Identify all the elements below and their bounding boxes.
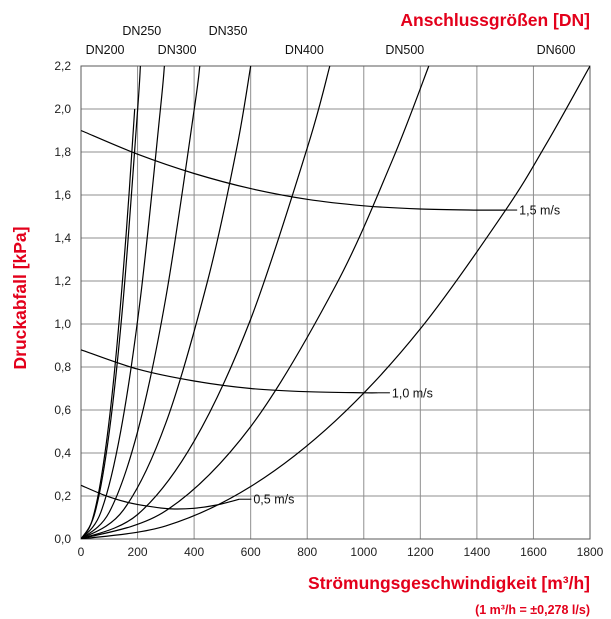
x-tick-label: 200: [128, 545, 148, 559]
x-tick-label: 0: [78, 545, 85, 559]
plot-frame: [80, 65, 591, 540]
x-tick-label: 1600: [520, 545, 547, 559]
grid: [80, 65, 591, 540]
series-line-dn-outer: [81, 65, 590, 539]
series-line-dn600: [81, 65, 430, 539]
x-axis-note: (1 m³/h = ±0,278 l/s): [475, 603, 590, 617]
y-axis-label: Druckabfall [kPa]: [10, 227, 30, 370]
series-line-dn350: [81, 65, 201, 539]
y-tick-label: 1,4: [54, 231, 71, 245]
y-tick-label: 1,2: [54, 274, 71, 288]
y-tick-label: 1,8: [54, 145, 71, 159]
series-line-dn250: [81, 65, 141, 539]
x-tick-label: 400: [184, 545, 204, 559]
velocity-line-1: [80, 349, 378, 394]
dn-label-dn400: DN400: [285, 43, 324, 57]
x-tick-label: 1800: [577, 545, 604, 559]
dn-label-dn350: DN350: [209, 24, 248, 38]
dn-curves: [81, 65, 590, 539]
x-tick-label: 1400: [464, 545, 491, 559]
dn-labels: DN200 DN250 DN300 DN350 DN400 DN500 DN600: [86, 24, 576, 57]
y-tick-labels: 0,0 0,2 0,4 0,6 0,8 1,0 1,2 1,4 1,6 1,8 2,0 2,2: [54, 59, 71, 546]
velocity-line-2: [80, 129, 506, 211]
series-line-dn500: [81, 65, 331, 539]
x-tick-label: 1200: [407, 545, 434, 559]
chart-title: Anschlussgrößen [DN]: [400, 10, 590, 30]
dn-label-dn200: DN200: [86, 43, 125, 57]
x-tick-label: 1000: [350, 545, 377, 559]
y-tick-label: 0,2: [54, 489, 71, 503]
dn-label-dn250: DN250: [122, 24, 161, 38]
y-tick-label: 1,0: [54, 317, 71, 331]
dn-label-dn600: DN600: [537, 43, 576, 57]
y-tick-label: 0,6: [54, 403, 71, 417]
series-line-dn300: [81, 65, 165, 539]
y-tick-label: 1,6: [54, 188, 71, 202]
velocity-label: 1,5 m/s: [519, 204, 560, 218]
y-tick-label: 0,4: [54, 446, 71, 460]
y-tick-label: 2,0: [54, 102, 71, 116]
velocity-curves: 0,5 m/s 1,0 m/s 1,5 m/s: [80, 129, 560, 510]
x-tick-labels: 0 200 400 600 800 1000 1200 1400 1600 1800: [78, 545, 604, 559]
y-tick-label: 2,2: [54, 59, 71, 73]
y-tick-label: 0,8: [54, 360, 71, 374]
dn-label-dn300: DN300: [158, 43, 197, 57]
x-tick-label: 600: [241, 545, 261, 559]
velocity-line-0: [80, 484, 240, 510]
velocity-label: 1,0 m/s: [392, 386, 433, 400]
velocity-label: 0,5 m/s: [253, 493, 294, 507]
series-line-dn400: [81, 65, 252, 539]
x-tick-label: 800: [297, 545, 317, 559]
x-axis-label: Strömungsgeschwindigkeit [m³/h]: [308, 573, 590, 593]
y-tick-label: 0,0: [54, 532, 71, 546]
dn-label-dn500: DN500: [385, 43, 424, 57]
